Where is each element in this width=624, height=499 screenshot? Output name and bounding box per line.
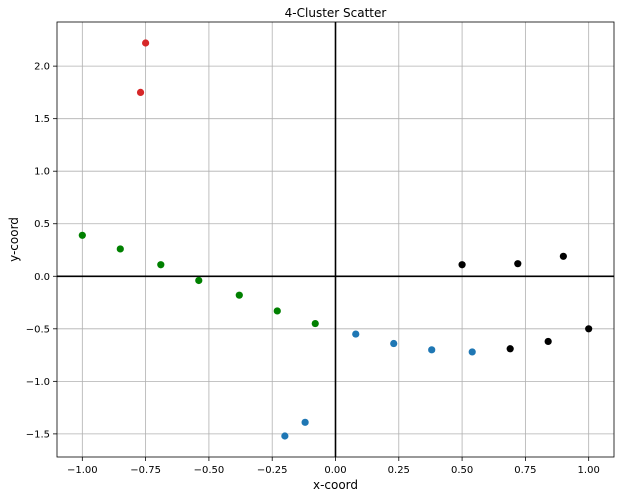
scatter-point (468, 348, 476, 356)
scatter-point (301, 418, 309, 426)
scatter-point (428, 346, 436, 354)
scatter-point (195, 276, 203, 285)
scatter-point (311, 319, 319, 328)
scatter-point (273, 307, 281, 315)
x-tick-label: 0.00 (324, 465, 346, 476)
scatter-point (142, 39, 150, 47)
scatter-point (116, 245, 124, 253)
x-tick-label: 1.00 (578, 465, 600, 476)
x-axis-title: x-coord (313, 478, 358, 492)
x-tick-label: −0.75 (130, 465, 161, 476)
scatter-point (390, 339, 398, 348)
scatter-point (157, 261, 165, 269)
scatter-point (544, 337, 552, 346)
x-tick-label: 0.25 (388, 465, 410, 476)
scatter-point (585, 325, 593, 333)
scatter-point (559, 252, 567, 260)
scatter-point (235, 291, 243, 299)
x-tick-label: 0.75 (514, 465, 536, 476)
y-tick-label: −1.5 (26, 429, 50, 440)
y-tick-label: 1.5 (34, 114, 50, 125)
y-tick-label: −1.0 (26, 377, 50, 388)
chart-title: 4-Cluster Scatter (285, 6, 387, 20)
y-tick-label: 0.0 (34, 272, 50, 283)
zero-lines (57, 22, 614, 457)
x-tick-label: 0.50 (451, 465, 473, 476)
scatter-point (458, 261, 466, 269)
points-layer (78, 39, 593, 440)
scatter-point (78, 231, 86, 239)
scatter-point (281, 432, 289, 440)
x-tick-label: −0.50 (194, 465, 225, 476)
scatter-point (506, 345, 514, 353)
scatter-point (352, 330, 360, 338)
x-tick-label: −0.25 (257, 465, 288, 476)
scatter-point (136, 88, 145, 96)
y-tick-label: −0.5 (26, 324, 50, 335)
y-tick-label: 0.5 (34, 219, 50, 230)
x-tick-label: −1.00 (67, 465, 98, 476)
tick-layer: −1.00 −0.75 −0.50 −0.25 0.00 0.25 0.50 0.75 1.00… (26, 62, 600, 476)
y-tick-label: 2.0 (34, 62, 50, 73)
scatter-point (514, 260, 522, 268)
y-tick-label: 1.0 (34, 167, 50, 178)
y-axis-title: y-coord (7, 217, 21, 262)
